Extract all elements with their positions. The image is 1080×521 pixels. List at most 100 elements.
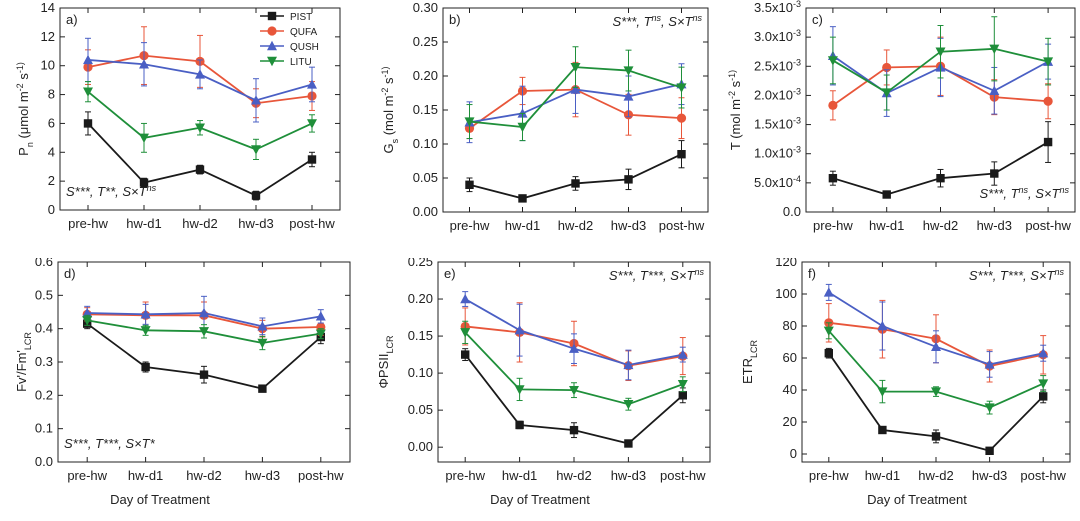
- stat-annotation: S***, Tns, S×Tns: [980, 185, 1070, 201]
- panel-a: 0 2 4 6 8 10 12 14 pre-hw hw-d1 hw-d2 hw-d3 post-hw P…: [0, 0, 360, 258]
- legend-marker: [267, 56, 277, 67]
- x-tick-label: post-hw: [298, 468, 344, 483]
- x-axis-label-d: Day of Treatment: [110, 492, 210, 507]
- data-point: [140, 309, 151, 319]
- y-tick-label: 14: [41, 0, 55, 15]
- legend-label: LITU: [290, 57, 312, 68]
- series-pist: [461, 348, 687, 448]
- data-point: [990, 169, 999, 178]
- data-point: [195, 69, 205, 79]
- data-point: [315, 311, 326, 321]
- x-tick-label: hw-d3: [245, 468, 280, 483]
- data-point: [569, 343, 579, 353]
- data-point: [570, 62, 581, 73]
- x-tick-label: hw-d1: [865, 468, 900, 483]
- data-point: [140, 326, 151, 336]
- data-point: [307, 79, 317, 89]
- panel-c: 0.0 5.0x10-4 1.0x10-3 1.5x10-3 2.0x10-3 2.5x1…: [720, 0, 1080, 258]
- data-point: [984, 403, 995, 413]
- x-axis-label-f: Day of Treatment: [867, 492, 967, 507]
- legend-label: QUSH: [290, 42, 319, 53]
- data-point: [985, 446, 994, 455]
- panel-letter: f): [808, 266, 816, 281]
- data-point: [460, 293, 471, 304]
- data-point: [823, 287, 834, 297]
- y-tick-label: 60: [783, 350, 797, 365]
- data-point: [984, 359, 995, 369]
- y-tick-label: 3.5x10-3: [754, 0, 801, 15]
- data-point: [570, 84, 581, 94]
- data-point: [515, 420, 524, 430]
- data-point: [315, 329, 326, 339]
- data-point: [199, 307, 209, 318]
- data-point: [139, 133, 149, 144]
- data-point: [824, 349, 833, 358]
- series-pist: [465, 140, 686, 203]
- x-tick-label: pre-hw: [450, 218, 490, 233]
- data-point: [517, 108, 528, 118]
- data-point: [931, 387, 941, 397]
- series-litu: [460, 320, 688, 411]
- y-tick-label: 0.25: [408, 258, 433, 269]
- stat-annotation: S***, T***, S×Tns: [969, 267, 1065, 283]
- data-point: [1043, 57, 1054, 67]
- series-qush: [83, 37, 317, 123]
- y-tick-label: 4: [48, 144, 55, 159]
- y-axis-label: Fv'/Fm'LCR: [14, 332, 33, 392]
- data-point: [676, 83, 687, 93]
- panel-b: 0.00 0.05 0.10 0.15 0.20 0.25 0.30 pre-hw hw-d1 h…: [360, 0, 720, 258]
- y-tick-label: 0.10: [413, 136, 438, 151]
- y-tick-label: 0.2: [35, 387, 53, 402]
- data-point: [935, 47, 946, 57]
- data-point: [307, 119, 317, 129]
- data-point: [139, 178, 149, 187]
- x-tick-label: post-hw: [289, 216, 335, 231]
- data-point: [1039, 392, 1048, 401]
- x-tick-label: hw-d3: [977, 218, 1012, 233]
- y-tick-label: 2: [48, 173, 55, 188]
- data-point: [881, 88, 892, 98]
- y-tick-label: 6: [48, 115, 55, 130]
- data-point: [676, 113, 687, 123]
- y-tick-label: 80: [783, 318, 797, 333]
- data-point: [83, 87, 93, 97]
- y-tick-label: 12: [41, 29, 55, 44]
- y-tick-label: 0.0: [783, 204, 801, 219]
- series-qush: [460, 291, 688, 381]
- data-point: [82, 316, 93, 326]
- chart-f: 0 20 40 60 80 100 120 pre-hw hw-d1 hw-d2 hw-d3 post…: [740, 254, 1071, 483]
- data-point: [139, 59, 149, 69]
- chart-e: 0.00 0.05 0.10 0.15 0.20 0.25 pre-hw hw-d1 hw-d2…: [376, 254, 711, 483]
- y-tick-label: 0.5: [35, 287, 53, 302]
- data-point: [195, 123, 205, 133]
- data-point: [199, 327, 209, 337]
- data-point: [936, 173, 945, 183]
- data-point: [882, 190, 891, 199]
- x-tick-label: pre-hw: [813, 218, 853, 233]
- y-tick-label: 0.05: [408, 402, 433, 417]
- panel-letter: d): [64, 266, 76, 281]
- y-tick-label: 0.3: [35, 354, 53, 369]
- x-tick-label: hw-d1: [126, 216, 161, 231]
- x-tick-label: pre-hw: [68, 216, 108, 231]
- y-tick-label: 1.5x10-3: [754, 116, 801, 132]
- panel-e: 0.00 0.05 0.10 0.15 0.20 0.25 pre-hw hw-d1 hw-d2…: [360, 254, 720, 516]
- y-tick-label: 1.0x10-3: [754, 145, 801, 161]
- legend-entry: LITU: [260, 56, 312, 68]
- data-point: [1038, 348, 1049, 358]
- plot-frame: [57, 261, 351, 463]
- data-point: [823, 326, 834, 336]
- x-tick-label: hw-d2: [186, 468, 221, 483]
- x-tick-label: post-hw: [1020, 468, 1066, 483]
- data-point: [141, 362, 150, 372]
- data-point: [257, 338, 268, 349]
- stat-annotation: S***, T***, S×Tns: [609, 267, 705, 283]
- y-axis-label: ΦPSIILCR: [376, 335, 395, 388]
- data-point: [677, 349, 688, 359]
- x-tick-label: pre-hw: [809, 468, 849, 483]
- y-tick-label: 8: [48, 87, 55, 102]
- data-point: [257, 321, 268, 331]
- x-tick-label: post-hw: [1025, 218, 1071, 233]
- x-tick-label: hw-d2: [558, 218, 593, 233]
